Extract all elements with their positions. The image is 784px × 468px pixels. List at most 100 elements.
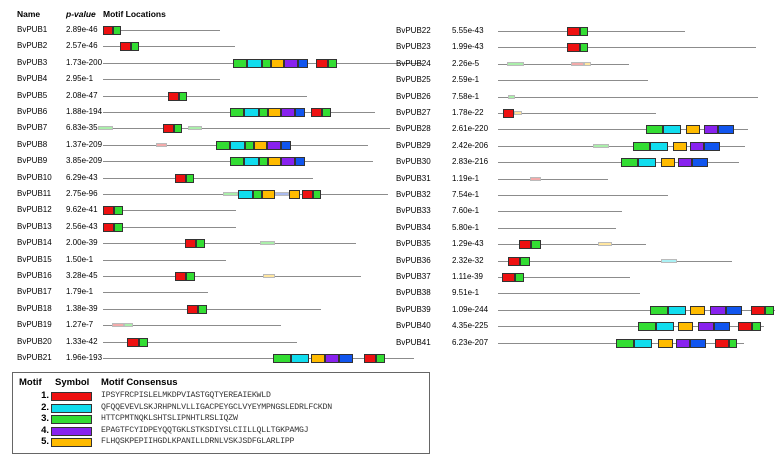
sequence-line (103, 178, 313, 179)
gene-name: BvPUB19 (17, 320, 52, 329)
motif-box-m5 (268, 108, 281, 117)
motif-box-m3 (114, 223, 123, 232)
motif-box-m3 (646, 125, 663, 134)
motif-box-m3 (531, 240, 541, 249)
gene-name: BvPUB11 (17, 189, 52, 198)
sequence-line (103, 325, 281, 326)
p-value: 7.58e-1 (452, 92, 480, 101)
p-value: 2.00e-39 (66, 238, 98, 247)
motif-box-m1 (103, 223, 114, 232)
motif-box-m3 (216, 141, 230, 150)
motif-box-f2 (661, 259, 677, 263)
motif-box-m2 (634, 339, 652, 348)
motif-box-m1 (738, 322, 752, 331)
motif-box-m6 (295, 157, 305, 166)
gene-name: BvPUB28 (396, 124, 431, 133)
motif-box-m6 (690, 339, 706, 348)
motif-box-m1 (311, 108, 322, 117)
sequence-line (498, 244, 646, 245)
sequence-line (498, 211, 622, 212)
motif-box-m1 (567, 43, 580, 52)
p-value: 2.83e-216 (452, 157, 489, 166)
motif-box-m6 (298, 59, 308, 68)
gene-name: BvPUB17 (17, 287, 52, 296)
motif-box-m5 (690, 306, 705, 315)
sequence-line (498, 47, 756, 48)
motif-box-m3 (253, 190, 262, 199)
motif-box-m1 (187, 305, 198, 314)
motif-box-m2 (638, 158, 656, 167)
gene-name: BvPUB9 (17, 156, 48, 165)
motif-box-f3 (223, 192, 238, 196)
gene-name: BvPUB3 (17, 58, 48, 67)
motif-box-m3 (633, 142, 650, 151)
sequence-line (103, 309, 321, 310)
sequence-line (498, 146, 745, 147)
gene-name: BvPUB36 (396, 256, 431, 265)
motif-box-m3 (328, 59, 337, 68)
legend-number: 2. (41, 401, 49, 413)
motif-legend: Motif Symbol Motif Consensus 1. IPSYFRCPI… (12, 372, 430, 454)
legend-symbol (51, 415, 92, 424)
legend-consensus: HTTCPMTNQKLSHTSLIPNHTLRSLIQZW (101, 414, 238, 423)
motif-box-m4 (281, 157, 295, 166)
motif-box-m6 (704, 142, 720, 151)
p-value: 2.75e-96 (66, 189, 98, 198)
motif-box-f3 (188, 126, 202, 130)
p-value: 5.55e-43 (452, 26, 484, 35)
sequence-line (498, 228, 616, 229)
motif-box-m3 (650, 306, 668, 315)
p-value: 1.38e-39 (66, 304, 98, 313)
legend-consensus: FLHQSKPEPIIHGDLKPANILLDRNLVSKJSDFGLARLIP… (101, 437, 295, 446)
gene-name: BvPUB6 (17, 107, 48, 116)
motif-box-m3 (765, 306, 774, 315)
motif-box-m5 (254, 141, 267, 150)
motif-box-m3 (245, 141, 254, 150)
motif-box-f3 (98, 126, 113, 130)
gene-name: BvPUB33 (396, 206, 431, 215)
motif-box-m3 (313, 190, 321, 199)
motif-box-m1 (302, 190, 313, 199)
p-value: 6.23e-207 (452, 338, 489, 347)
p-value: 7.60e-1 (452, 206, 480, 215)
motif-box-m1 (316, 59, 328, 68)
sequence-line (498, 113, 656, 114)
motif-box-f3 (593, 144, 609, 148)
motif-box-m6 (718, 125, 734, 134)
motif-box-m3 (131, 42, 139, 51)
gene-name: BvPUB10 (17, 173, 52, 182)
gene-name: BvPUB20 (17, 337, 52, 346)
sequence-line (498, 261, 732, 262)
gene-name: BvPUB1 (17, 25, 48, 34)
p-value: 1.50e-1 (66, 255, 94, 264)
motif-box-m1 (567, 27, 580, 36)
motif-box-m4 (704, 125, 718, 134)
sequence-line (103, 227, 236, 228)
gene-name: BvPUB7 (17, 123, 48, 132)
motif-box-f1 (156, 143, 167, 147)
motif-box-m2 (650, 142, 668, 151)
sequence-line (103, 96, 307, 97)
gene-name: BvPUB27 (396, 108, 431, 117)
motif-box-m3 (520, 257, 530, 266)
sequence-line (103, 292, 208, 293)
motif-box-m3 (322, 108, 331, 117)
motif-box-f3 (124, 323, 133, 327)
gene-name: BvPUB15 (17, 255, 52, 264)
motif-box-m3 (230, 157, 244, 166)
p-value: 3.85e-209 (66, 156, 103, 165)
motif-box-m3 (376, 354, 385, 363)
sequence-line (103, 358, 414, 359)
p-value: 1.99e-43 (452, 42, 484, 51)
motif-box-m1 (120, 42, 131, 51)
sequence-line (498, 129, 748, 130)
sequence-line (103, 276, 361, 277)
motif-box-m3 (179, 92, 187, 101)
motif-box-m2 (244, 157, 259, 166)
sequence-line (498, 179, 608, 180)
motif-box-m4 (678, 158, 692, 167)
gene-name: BvPUB13 (17, 222, 52, 231)
legend-number: 5. (41, 436, 49, 447)
motif-box-m1 (168, 92, 179, 101)
